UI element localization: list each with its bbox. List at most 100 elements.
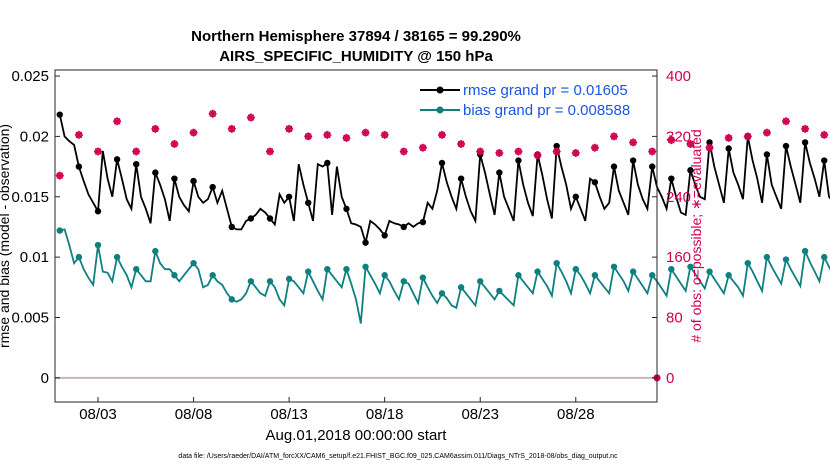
series-point bbox=[477, 278, 484, 285]
series-point bbox=[75, 253, 83, 261]
obs-evaluated-point bbox=[743, 132, 752, 141]
series-line-0 bbox=[58, 114, 830, 247]
series-point bbox=[457, 175, 465, 182]
obs-evaluated-point bbox=[514, 147, 523, 156]
chart-title: Northern Hemisphere 37894 / 38165 = 99.2… bbox=[191, 28, 521, 45]
series-point bbox=[496, 287, 503, 295]
series-point bbox=[706, 139, 713, 146]
series-point bbox=[553, 142, 560, 150]
obs-evaluated-point bbox=[170, 139, 179, 148]
series-point bbox=[763, 151, 771, 158]
series-point bbox=[228, 223, 235, 231]
series-point bbox=[668, 175, 675, 182]
series-point bbox=[496, 169, 503, 176]
obs-evaluated-point bbox=[266, 147, 274, 156]
series-point bbox=[152, 169, 159, 176]
y-tick-label-right: 80 bbox=[666, 309, 683, 326]
obs-evaluated-point bbox=[151, 124, 160, 133]
series-point bbox=[400, 223, 407, 231]
obs-evaluated-point bbox=[820, 130, 829, 139]
series-point bbox=[610, 263, 618, 270]
series-point bbox=[649, 272, 656, 279]
obs-evaluated-point bbox=[74, 130, 83, 139]
legend-rmse-marker bbox=[436, 86, 444, 94]
series-point bbox=[649, 163, 656, 170]
series-point bbox=[591, 272, 599, 279]
obs-evaluated-point bbox=[686, 139, 695, 148]
series-layer bbox=[55, 109, 830, 382]
series-point bbox=[209, 183, 216, 191]
obs-evaluated-point bbox=[629, 138, 638, 147]
series-point bbox=[171, 175, 178, 182]
series-point bbox=[534, 268, 541, 275]
series-point bbox=[572, 266, 579, 273]
obs-evaluated-point bbox=[285, 124, 294, 133]
obs-evaluated-point bbox=[610, 132, 618, 141]
x-tick-label: 08/23 bbox=[461, 406, 499, 423]
series-point bbox=[629, 157, 637, 164]
series-point bbox=[113, 253, 121, 261]
series-point bbox=[457, 284, 465, 291]
series-point bbox=[266, 278, 274, 285]
y-tick-label: 0.005 bbox=[11, 309, 49, 326]
obs-count-group-asterisk bbox=[55, 109, 829, 382]
series-point bbox=[438, 159, 446, 167]
obs-evaluated-point bbox=[457, 139, 466, 148]
series-point bbox=[629, 268, 637, 275]
series-point bbox=[782, 142, 790, 150]
axes-layer: 0 0.005 0.01 0.015 0.02 0.025 0 80 160 240 320 400 0… bbox=[11, 68, 691, 423]
series-point bbox=[324, 159, 331, 167]
series-point bbox=[419, 274, 427, 281]
obs-evaluated-point bbox=[418, 143, 427, 152]
legend: rmse grand pr = 0.01605 bias grand pr = … bbox=[420, 82, 630, 119]
obs-evaluated-point bbox=[438, 130, 446, 139]
y-tick-label: 0.025 bbox=[11, 68, 49, 85]
y-tick-label-right: 240 bbox=[666, 189, 691, 206]
series-point bbox=[209, 272, 216, 279]
series-point bbox=[305, 268, 312, 275]
obs-evaluated-point bbox=[648, 147, 657, 156]
obs-evaluated-point bbox=[724, 133, 733, 142]
legend-bias-label: bias grand pr = 0.008588 bbox=[463, 102, 630, 119]
obs-evaluated-point bbox=[762, 128, 771, 137]
x-tick-label: 08/13 bbox=[270, 406, 308, 423]
y-tick-label: 0.02 bbox=[20, 128, 49, 145]
series-point bbox=[190, 259, 197, 267]
obs-evaluated-point bbox=[189, 128, 198, 137]
series-point bbox=[782, 256, 790, 263]
plot-background bbox=[55, 70, 657, 402]
series-point bbox=[821, 253, 828, 261]
series-point bbox=[725, 272, 732, 279]
series-point bbox=[801, 139, 809, 146]
obs-evaluated-point bbox=[533, 151, 542, 160]
series-point bbox=[572, 193, 579, 200]
obs-evaluated-point bbox=[782, 117, 790, 126]
series-point bbox=[113, 156, 121, 163]
series-point bbox=[381, 272, 388, 279]
series-point bbox=[94, 208, 102, 215]
series-point bbox=[305, 199, 312, 206]
series-point bbox=[515, 157, 522, 164]
series-point bbox=[56, 227, 63, 234]
series-point bbox=[438, 290, 446, 297]
plot-frame bbox=[54, 69, 658, 403]
series-point bbox=[610, 163, 618, 170]
y-tick-label-right: 0 bbox=[666, 370, 674, 387]
series-point bbox=[94, 241, 102, 249]
series-point bbox=[381, 232, 388, 239]
series-point bbox=[228, 296, 235, 303]
series-point bbox=[343, 205, 350, 213]
series-point bbox=[56, 111, 63, 118]
series-point bbox=[668, 266, 675, 273]
x-tick-label: 08/28 bbox=[557, 406, 595, 423]
series-point bbox=[687, 167, 694, 174]
obs-evaluated-point bbox=[552, 147, 561, 156]
series-point bbox=[515, 272, 522, 279]
x-axis-label: Aug.01,2018 00:00:00 start bbox=[266, 427, 448, 444]
x-tick-label: 08/08 bbox=[175, 406, 213, 423]
obs-evaluated-point bbox=[495, 149, 504, 157]
legend-rmse-label: rmse grand pr = 0.01605 bbox=[463, 82, 628, 99]
series-point bbox=[266, 215, 274, 222]
y-tick-label-right: 320 bbox=[666, 128, 691, 145]
